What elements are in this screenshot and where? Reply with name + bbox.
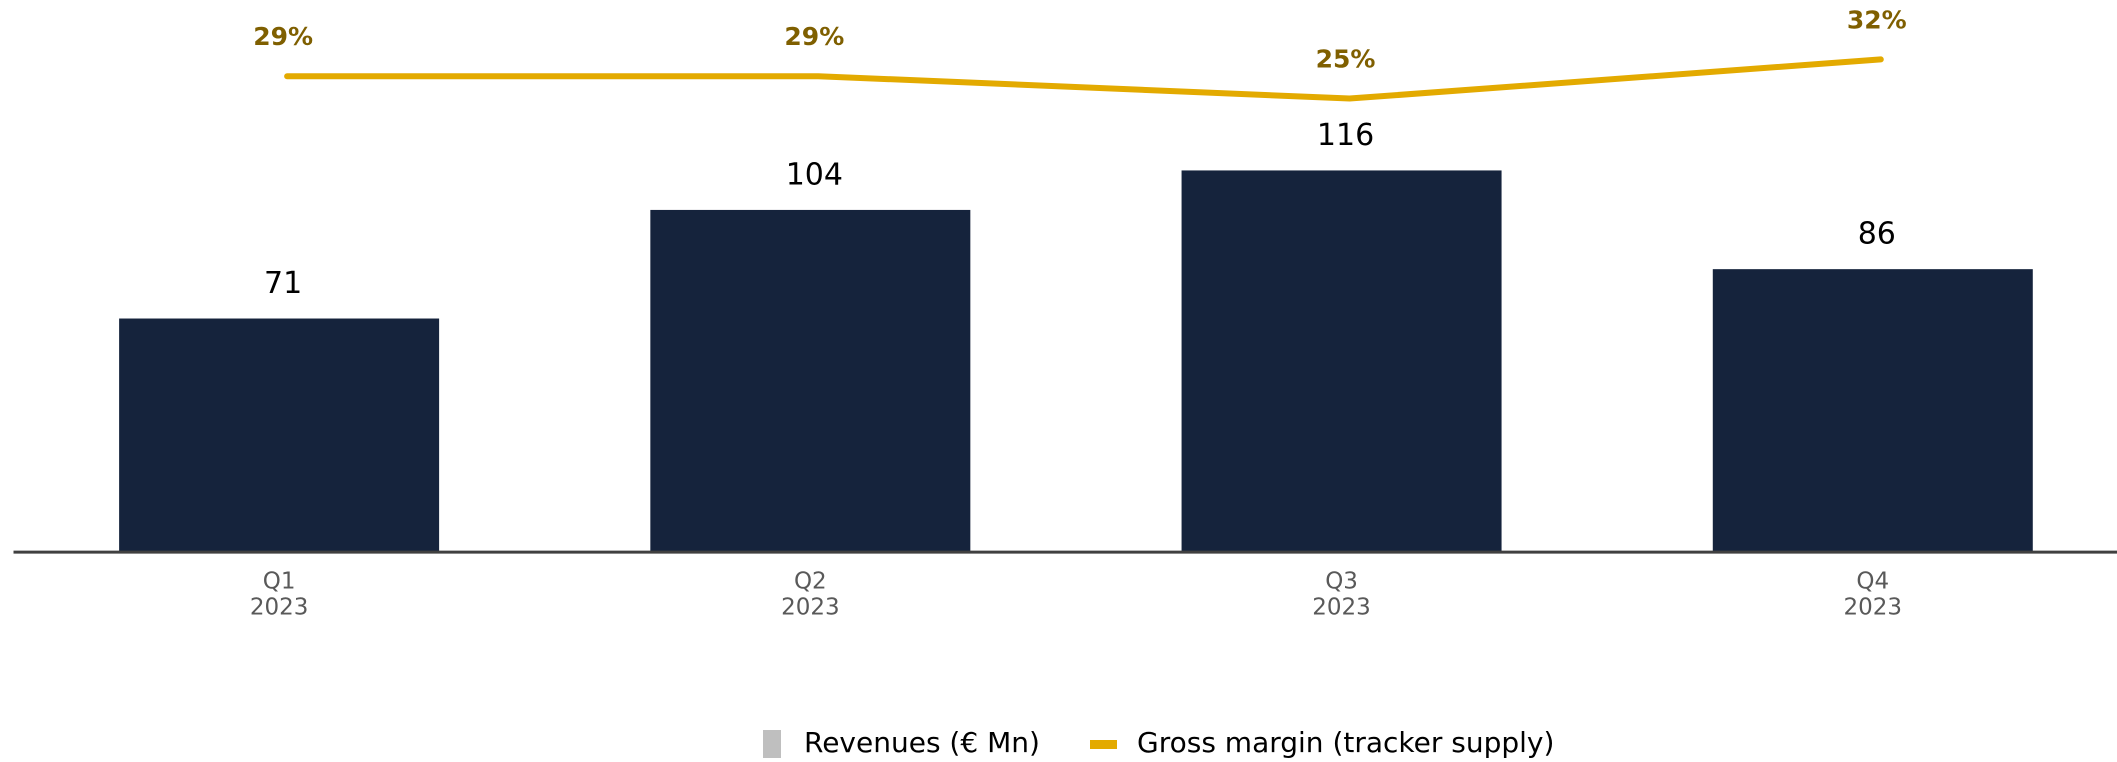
bar-value-label: 104 [786,157,843,192]
x-tick-label: 2023 [1844,595,1903,621]
line-value-label: 25% [1316,45,1376,74]
bar [119,318,440,553]
legend-label: Gross margin (tracker supply) [1137,726,1554,759]
line-value-label: 29% [253,22,313,51]
bar-value-label: 86 [1858,217,1896,252]
bar [1181,170,1502,553]
bar-value-label: 116 [1317,118,1374,153]
x-tick-label: Q4 [1856,569,1889,595]
bar [1712,269,2033,553]
line [284,56,1884,102]
x-tick-label: Q3 [1325,569,1358,595]
x-tick-label: Q1 [263,569,296,595]
legend-swatch [1090,740,1117,749]
bar-value-label: 71 [264,266,302,301]
line-value-label: 29% [784,22,844,51]
x-tick-label: 2023 [250,595,309,621]
x-tick-label: Q2 [794,569,827,595]
legend-swatch [763,730,781,758]
bar [650,209,971,553]
legend-label: Revenues (€ Mn) [804,726,1040,759]
x-tick-label: 2023 [781,595,840,621]
x-tick-label: 2023 [1312,595,1371,621]
line-value-label: 32% [1847,5,1907,34]
